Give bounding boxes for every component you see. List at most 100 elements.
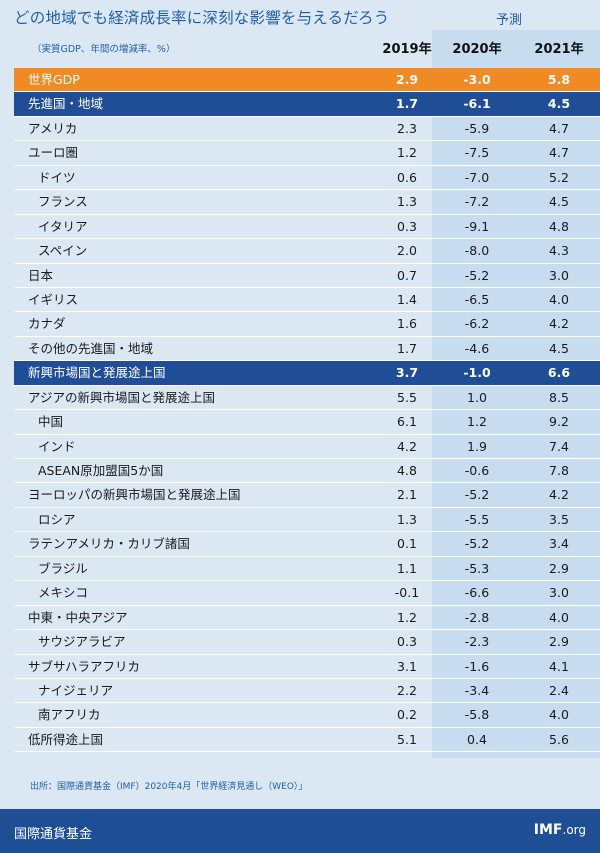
cell-2021: 7.4: [549, 438, 569, 454]
cell-2020: -2.3: [464, 634, 490, 650]
cell-2021: 2.9: [549, 560, 569, 576]
table-row: ロシア 1.3 -5.5 3.5: [14, 508, 600, 533]
logo-org-text: .org: [562, 823, 587, 837]
unit-note: （実質GDP、年間の増減率、%）: [32, 44, 176, 55]
cell-2021: 2.4: [549, 682, 569, 698]
footer-org-name: 国際通貨基金: [14, 827, 93, 842]
cell-2019: 2.2: [397, 682, 417, 698]
table-row: イタリア 0.3 -9.1 4.8: [14, 215, 600, 240]
page-title: どの地域でも経済成長率に深刻な影響を与えるだろう: [14, 9, 390, 27]
table-row: 先進国・地域 1.7 -6.1 4.5: [14, 92, 600, 117]
table-row: サブサハラアフリカ 3.1 -1.6 4.1: [14, 655, 600, 679]
cell-2021: 9.2: [549, 414, 569, 430]
cell-2020: 1.0: [467, 389, 487, 405]
cell-2019: -0.1: [394, 585, 420, 601]
cell-2019: 1.1: [397, 560, 417, 576]
table-row: ASEAN原加盟国5か国 4.8 -0.6 7.8: [14, 459, 600, 484]
cell-2019: 1.7: [395, 96, 419, 112]
cell-2019: 0.3: [397, 634, 417, 650]
cell-2019: 3.7: [395, 365, 419, 381]
cell-2021: 4.2: [549, 316, 569, 332]
table-row: ドイツ 0.6 -7.0 5.2: [14, 166, 600, 191]
row-label: スペイン: [38, 243, 88, 259]
cell-2020: -3.4: [464, 682, 490, 698]
table-row: ユーロ圏 1.2 -7.5 4.7: [14, 141, 600, 166]
cell-2020: -7.5: [464, 145, 490, 161]
cell-2020: -8.0: [464, 243, 490, 259]
row-label: ヨーロッパの新興市場国と発展途上国: [28, 487, 241, 503]
cell-2019: 1.6: [397, 316, 417, 332]
forecast-label: 予測: [496, 13, 523, 28]
table-row: ラテンアメリカ・カリブ諸国 0.1 -5.2 3.4: [14, 532, 600, 557]
row-label: ユーロ圏: [28, 145, 79, 161]
row-label: メキシコ: [38, 585, 89, 601]
row-label: フランス: [38, 194, 88, 210]
cell-2020: 1.2: [467, 414, 487, 430]
logo-imf-text: IMF: [533, 822, 563, 838]
row-label: アジアの新興市場国と発展途上国: [28, 389, 216, 405]
cell-2019: 1.4: [397, 291, 417, 307]
cell-2020: -0.6: [464, 463, 490, 478]
cell-2021: 4.8: [549, 218, 569, 234]
row-label: 中国: [38, 414, 64, 430]
cell-2021: 6.6: [547, 365, 571, 381]
table-row: メキシコ -0.1 -6.6 3.0: [14, 581, 600, 606]
table-row: ヨーロッパの新興市場国と発展途上国 2.1 -5.2 4.2: [14, 483, 600, 508]
cell-2020: 1.9: [467, 438, 487, 454]
table-row: フランス 1.3 -7.2 4.5: [14, 190, 600, 215]
cell-2019: 0.7: [397, 267, 417, 283]
table-row: 世界GDP 2.9 -3.0 5.8: [14, 68, 600, 93]
cell-2020: -6.5: [464, 291, 490, 307]
cell-2021: 4.5: [547, 96, 571, 112]
table-row: 低所得途上国 5.1 0.4 5.6: [14, 728, 600, 753]
footer-bar: 国際通貨基金 IMF.org: [0, 809, 600, 853]
cell-2019: 2.1: [397, 487, 417, 503]
cell-2019: 2.0: [397, 243, 417, 259]
cell-2020: -6.1: [463, 96, 491, 112]
row-label: 先進国・地域: [28, 96, 104, 112]
cell-2020: -5.3: [464, 560, 490, 576]
cell-2019: 1.3: [397, 194, 417, 210]
cell-2020: -5.2: [464, 536, 490, 552]
cell-2021: 5.8: [547, 72, 571, 87]
cell-2020: -4.6: [464, 340, 490, 356]
cell-2019: 1.7: [397, 340, 417, 356]
table-row: サウジアラビア 0.3 -2.3 2.9: [14, 630, 600, 655]
cell-2020: -1.6: [464, 658, 490, 674]
table-row: アジアの新興市場国と発展途上国 5.5 1.0 8.5: [14, 386, 600, 411]
row-label: ASEAN原加盟国5か国: [38, 463, 164, 478]
row-label: サウジアラビア: [38, 634, 126, 650]
cell-2020: -1.0: [463, 365, 491, 381]
cell-2019: 0.1: [397, 536, 417, 552]
row-label: イギリス: [28, 291, 79, 307]
table-row: 中東・中央アジア 1.2 -2.8 4.0: [14, 606, 600, 631]
cell-2021: 7.8: [549, 463, 569, 478]
cell-2021: 4.5: [549, 194, 569, 210]
cell-2021: 5.2: [549, 169, 569, 185]
cell-2019: 5.1: [397, 731, 417, 747]
cell-2019: 1.2: [397, 609, 417, 625]
row-label: インド: [38, 438, 76, 454]
gdp-table: 世界GDP 2.9 -3.0 5.8 先進国・地域 1.7 -6.1 4.5 アメリカ 2.3 -5…: [14, 68, 600, 753]
row-label: ロシア: [38, 511, 76, 527]
cell-2021: 3.0: [549, 585, 569, 601]
row-label: サブサハラアフリカ: [28, 658, 141, 674]
cell-2021: 4.0: [549, 291, 569, 307]
table-row: 新興市場国と発展途上国 3.7 -1.0 6.6: [14, 361, 600, 386]
cell-2020: -5.2: [464, 267, 490, 283]
cell-2021: 4.7: [549, 145, 569, 161]
row-label: 南アフリカ: [38, 707, 101, 723]
cell-2021: 4.2: [549, 487, 569, 503]
cell-2019: 4.2: [397, 438, 417, 454]
cell-2020: 0.4: [467, 731, 487, 747]
cell-2019: 5.5: [397, 389, 417, 405]
cell-2019: 0.6: [397, 169, 417, 185]
table-row: スペイン 2.0 -8.0 4.3: [14, 239, 600, 264]
imf-logo[interactable]: IMF.org: [534, 822, 586, 838]
table-row: ブラジル 1.1 -5.3 2.9: [14, 557, 600, 582]
cell-2019: 1.3: [397, 511, 417, 527]
cell-2021: 2.9: [549, 634, 569, 650]
table-row: 日本 0.7 -5.2 3.0: [14, 264, 600, 288]
table-row: インド 4.2 1.9 7.4: [14, 435, 600, 459]
cell-2021: 4.1: [549, 658, 569, 674]
